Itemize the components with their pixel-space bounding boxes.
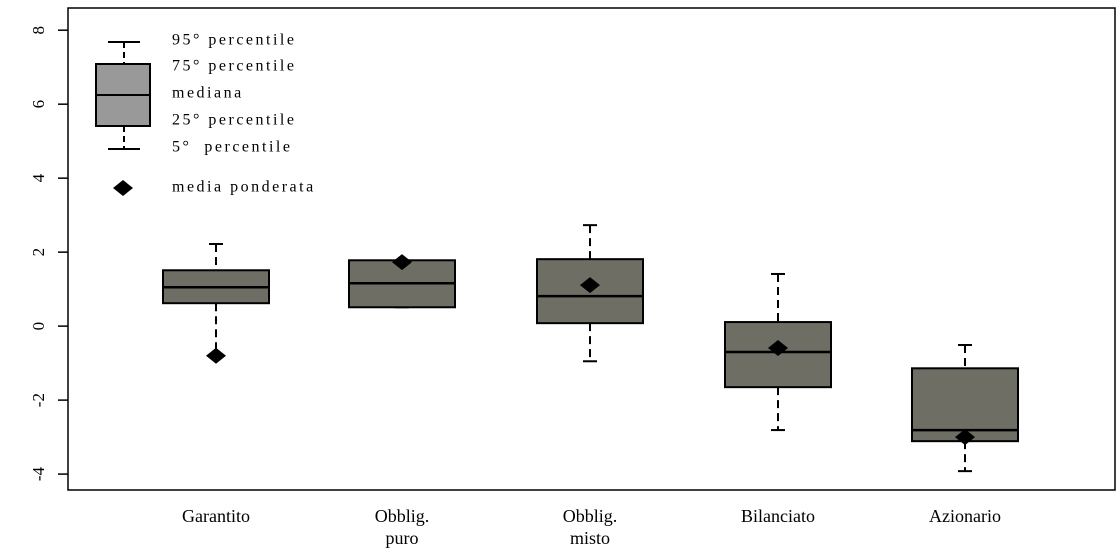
legend: 95° percentile 75° percentile mediana 25… xyxy=(95,32,316,196)
y-tick-label: -4 xyxy=(29,467,48,482)
legend-diamond xyxy=(113,180,133,196)
mean-diamond xyxy=(955,429,975,446)
y-tick-label: 6 xyxy=(29,100,48,109)
mean-diamond xyxy=(392,254,412,271)
x-tick-label: Garantito xyxy=(182,506,250,526)
x-tick-label: Azionario xyxy=(929,506,1001,526)
legend-label: 75° percentile xyxy=(172,58,296,75)
mean-diamond xyxy=(580,277,600,294)
mean-diamond xyxy=(206,347,226,364)
mean-diamond xyxy=(768,339,788,356)
legend-label: 95° percentile xyxy=(172,32,296,49)
box xyxy=(724,321,832,389)
y-tick-label: 2 xyxy=(29,248,48,257)
legend-label: 25° percentile xyxy=(172,112,296,129)
legend-label: 5° percentile xyxy=(172,139,292,156)
legend-label: mediana xyxy=(172,85,244,102)
plot-frame xyxy=(67,7,1116,491)
y-tick-label: 8 xyxy=(29,26,48,35)
x-tick-label: Obblig. puro xyxy=(374,506,430,548)
x-tick-label: Obblig. misto xyxy=(562,506,618,548)
y-tick-label: 0 xyxy=(29,322,48,331)
y-tick-label: 4 xyxy=(29,173,48,182)
y-tick-label: -2 xyxy=(29,393,48,407)
x-tick-label: Bilanciato xyxy=(741,506,815,526)
legend-label: media ponderata xyxy=(172,179,316,196)
